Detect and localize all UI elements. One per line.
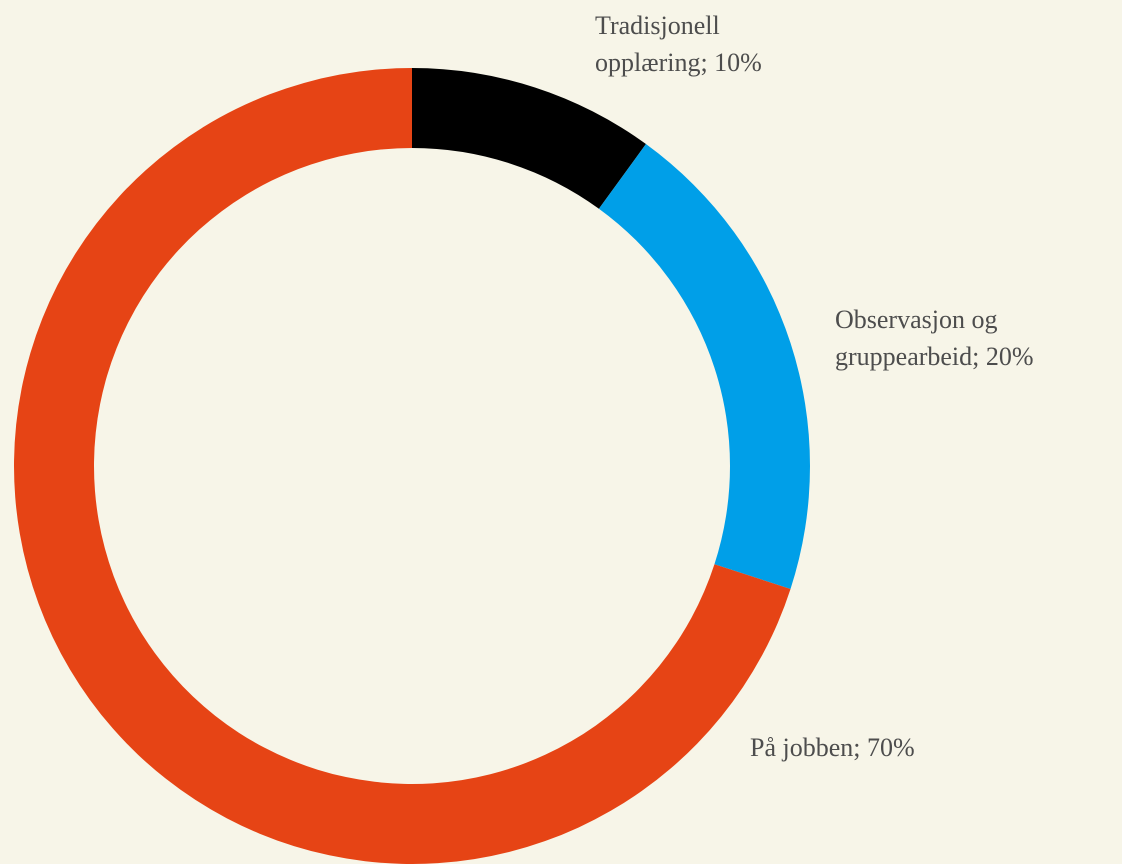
data-label: Tradisjonell opplæring; 10%: [595, 11, 762, 77]
data-label: Observasjon og gruppearbeid; 20%: [835, 305, 1034, 371]
donut-segment: [412, 68, 646, 209]
data-label: På jobben; 70%: [750, 733, 915, 762]
data-label-line: På jobben; 70%: [750, 733, 915, 762]
data-label-line: gruppearbeid; 20%: [835, 342, 1034, 371]
data-label-line: opplæring; 10%: [595, 48, 762, 77]
data-label-line: Tradisjonell: [595, 11, 720, 40]
donut-segment: [598, 144, 810, 589]
data-label-line: Observasjon og: [835, 305, 997, 334]
